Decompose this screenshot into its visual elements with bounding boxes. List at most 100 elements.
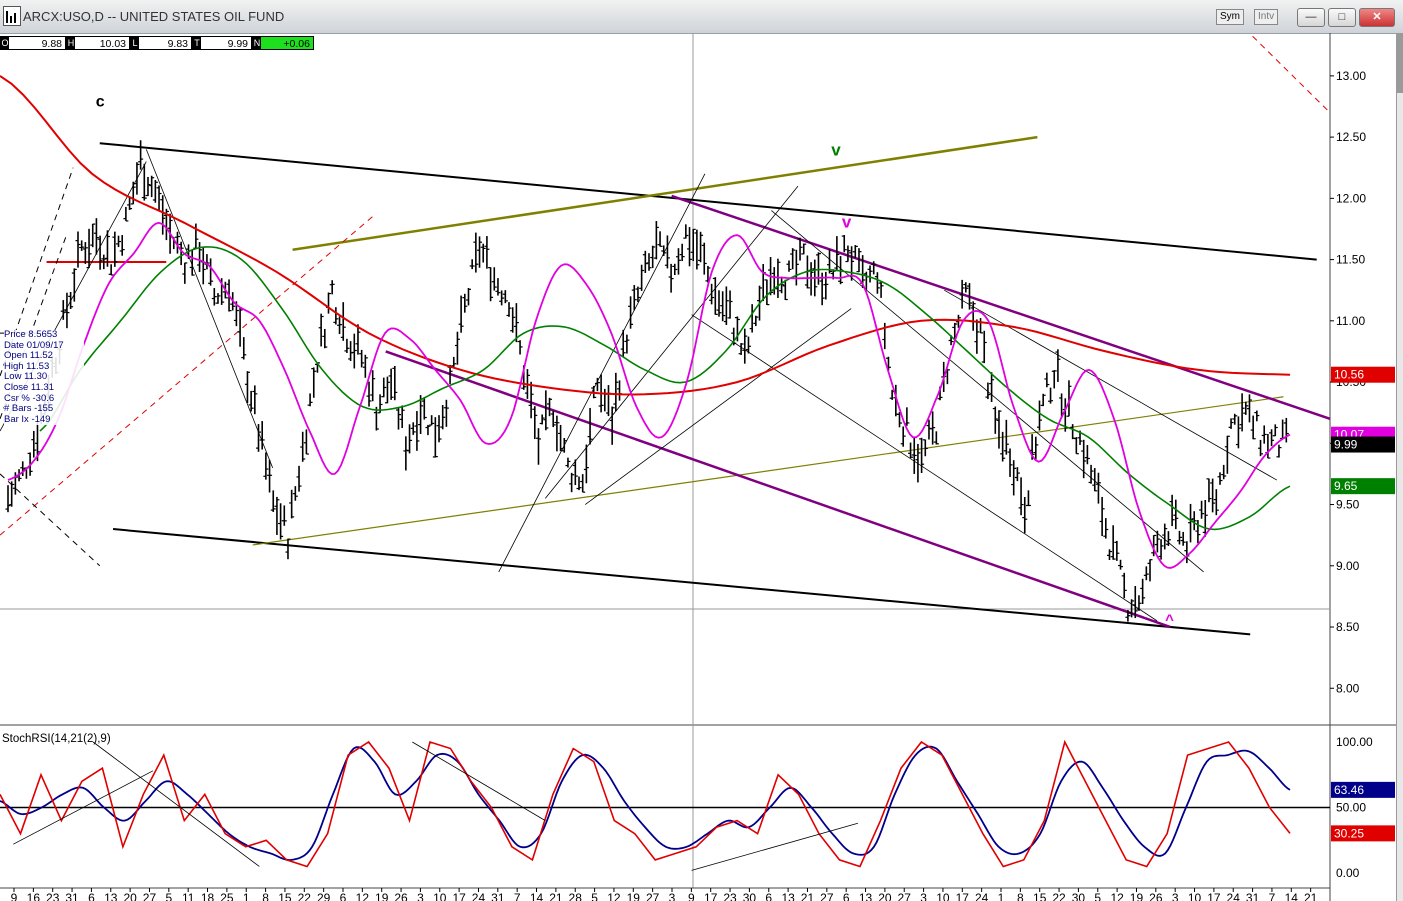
time-tick-label: 3 — [669, 891, 676, 901]
time-tick-label: 19 — [1130, 891, 1144, 901]
time-tick-label: 23 — [46, 891, 60, 901]
ohlc-open: O 9.88 — [0, 36, 66, 50]
time-tick-label: 30 — [1072, 891, 1086, 901]
time-tick-label: 7 — [514, 891, 521, 901]
price-tick-label: 8.00 — [1336, 681, 1360, 695]
trendlines-layer — [0, 33, 1331, 636]
time-tick-label: 15 — [1033, 891, 1047, 901]
info-csr: Csr % -30.6 — [4, 392, 55, 404]
stoch-marker-label: 30.25 — [1334, 826, 1364, 840]
time-tick-label: 1 — [998, 891, 1005, 901]
time-tick-label: 13 — [781, 891, 795, 901]
interval-link-button[interactable]: Intv — [1254, 9, 1279, 25]
time-tick-label: 19 — [627, 891, 641, 901]
ma-long-line — [0, 75, 1291, 396]
moving-averages-layer — [0, 75, 1291, 569]
price-marker-box — [1331, 478, 1395, 495]
time-tick-label: 31 — [1246, 891, 1260, 901]
window-titlebar: ARCX:USO,D -- UNITED STATES OIL FUND Sym… — [0, 0, 1403, 34]
stoch-trendline-1 — [13, 770, 154, 845]
dashed-fan-3 — [0, 473, 101, 567]
vertical-scrollbar[interactable] — [1396, 33, 1403, 901]
price-marker-label: 10.56 — [1334, 368, 1364, 382]
time-tick-label: 26 — [1149, 891, 1163, 901]
stoch-marker-box — [1331, 781, 1395, 798]
time-tick-label: 5 — [591, 891, 598, 901]
time-tick-label: 3 — [417, 891, 424, 901]
stoch-tick-label: 50.00 — [1336, 801, 1366, 815]
wave-annotation: v — [842, 213, 852, 232]
fan-ray-4 — [544, 185, 799, 499]
chart-app-icon — [3, 6, 21, 26]
time-tick-label: 27 — [646, 891, 660, 901]
stochrsi-signal-line — [0, 745, 1291, 861]
chart-canvas[interactable]: StochRSI(14,21(2),9) 13.00 12.50 12.00 11.5… — [0, 33, 1396, 901]
close-window-button[interactable]: ✕ — [1359, 8, 1395, 27]
window-title: ARCX:USO,D -- UNITED STATES OIL FUND — [23, 9, 285, 24]
fan-ray-3 — [498, 173, 706, 573]
stoch-trendline-3 — [412, 741, 546, 821]
ohlc-low: L 9.83 — [130, 36, 192, 50]
fan-ray-2 — [145, 149, 274, 468]
ohlc-high: H 10.03 — [66, 36, 130, 50]
price-bars-layer — [5, 140, 1289, 622]
wave-annotation: ^ — [1165, 612, 1174, 629]
sym-link-button[interactable]: Sym — [1216, 9, 1244, 25]
time-tick-label: 24 — [472, 891, 486, 901]
time-tick-label: 25 — [220, 891, 234, 901]
wave-annotation: c — [96, 93, 105, 110]
time-tick-label: 12 — [1110, 891, 1124, 901]
info-open: Open 11.52 — [4, 350, 53, 362]
stoch-trendline-2 — [92, 741, 260, 867]
time-tick-label: 14 — [1285, 891, 1299, 901]
price-tick-label: 8.50 — [1336, 620, 1360, 634]
stoch-marker-label: 63.46 — [1334, 783, 1364, 797]
time-tick-label: 9 — [11, 891, 18, 901]
olive-channel-lower — [252, 396, 1284, 546]
info-barix: Bar Ix -149 — [4, 413, 51, 425]
time-tick-label: 21 — [549, 891, 563, 901]
fan-ray-8 — [944, 289, 1277, 481]
time-tick-label: 7 — [1269, 891, 1276, 901]
chart-gridlines — [0, 33, 1396, 901]
time-tick-label: 13 — [859, 891, 873, 901]
time-tick-label: 19 — [375, 891, 389, 901]
info-date: Date 01/09/17 — [4, 339, 64, 351]
time-tick-label: 8 — [1017, 891, 1024, 901]
scrollbar-thumb[interactable] — [1397, 33, 1403, 93]
annotations-layer: c v v ^ — [96, 93, 1174, 628]
time-tick-label: 17 — [1207, 891, 1221, 901]
time-tick-label: 5 — [165, 891, 172, 901]
info-bars: # Bars -155 — [4, 403, 54, 415]
info-close: Close 11.31 — [4, 381, 54, 393]
time-tick-label: 6 — [843, 891, 850, 901]
time-tick-label: 12 — [356, 891, 370, 901]
time-tick-label: 8 — [262, 891, 269, 901]
time-tick-label: 29 — [317, 891, 331, 901]
stochrsi-title: StochRSI(14,21(2),9) — [2, 733, 111, 745]
time-tick-label: 17 — [956, 891, 970, 901]
olive-channel-upper — [292, 135, 1038, 252]
time-tick-label: 21 — [801, 891, 815, 901]
time-tick-label: 11 — [182, 891, 195, 901]
price-tick-label: 12.50 — [1336, 130, 1366, 144]
price-marker-label: 9.99 — [1334, 438, 1358, 452]
stoch-trendline-4 — [691, 822, 858, 871]
maximize-button[interactable]: □ — [1328, 8, 1356, 27]
time-tick-label: 3 — [1172, 891, 1179, 901]
stoch-tick-label: 100.00 — [1336, 735, 1373, 749]
time-tick-label: 24 — [975, 891, 989, 901]
wave-annotation: v — [831, 140, 841, 159]
time-tick-label: 14 — [530, 891, 544, 901]
time-tick-label: 20 — [123, 891, 137, 901]
stochrsi-line — [0, 739, 1291, 868]
price-tick-label: 11.50 — [1336, 253, 1365, 267]
time-tick-label: 21 — [1304, 891, 1318, 901]
data-window: Price 8.5653 Date 01/09/17 Open 11.52 Hi… — [4, 329, 84, 426]
price-tick-label: 12.00 — [1336, 191, 1366, 205]
red-dashed-channel — [0, 216, 373, 536]
wedge-upper — [671, 194, 1331, 420]
stoch-tick-label: 0.00 — [1336, 866, 1360, 880]
minimize-button[interactable]: — — [1297, 8, 1325, 27]
info-price: Price 8.5653 — [4, 329, 58, 340]
